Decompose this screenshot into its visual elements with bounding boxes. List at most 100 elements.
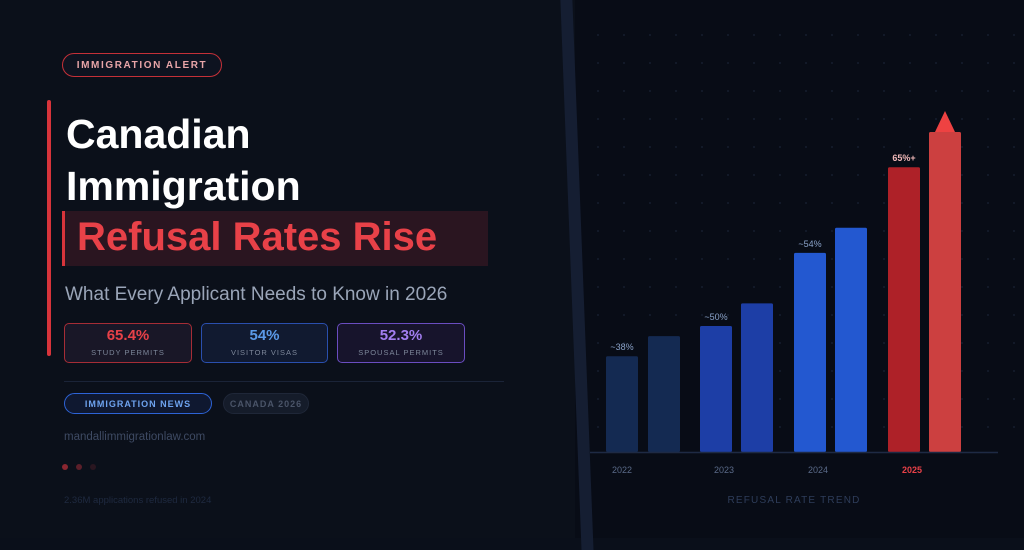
headline-highlight-text: Refusal Rates Rise: [77, 215, 438, 259]
grid-dot: [961, 202, 963, 204]
grid-dot: [597, 174, 599, 176]
grid-dot: [831, 342, 833, 344]
grid-dot: [623, 314, 625, 316]
grid-dot: [701, 62, 703, 64]
grid-dot: [883, 314, 885, 316]
grid-dot: [831, 370, 833, 372]
grid-dot: [675, 90, 677, 92]
grid-dot: [727, 62, 729, 64]
grid-dot: [1013, 90, 1015, 92]
value-label: 65%+: [892, 153, 915, 163]
grid-dot: [1013, 146, 1015, 148]
grid-dot: [597, 342, 599, 344]
grid-dot: [649, 258, 651, 260]
grid-dot: [701, 118, 703, 120]
grid-dot: [857, 90, 859, 92]
grid-dot: [779, 146, 781, 148]
grid-dot: [623, 34, 625, 36]
grid-dot: [883, 370, 885, 372]
grid-dot: [597, 370, 599, 372]
grid-dot: [597, 398, 599, 400]
category-label: 2024: [808, 465, 828, 475]
grid-dot: [727, 146, 729, 148]
chart-bar: [648, 336, 680, 452]
grid-dot: [597, 314, 599, 316]
grid-dot: [675, 62, 677, 64]
grid-dot: [701, 202, 703, 204]
grid-dot: [909, 90, 911, 92]
pager-dot-2: [76, 464, 82, 470]
grid-dot: [779, 286, 781, 288]
grid-dot: [909, 146, 911, 148]
grid-dot: [987, 90, 989, 92]
grid-dot: [649, 286, 651, 288]
grid-dot: [987, 426, 989, 428]
grid-dot: [883, 146, 885, 148]
grid-dot: [675, 258, 677, 260]
grid-dot: [597, 426, 599, 428]
grid-dot: [623, 146, 625, 148]
grid-dot: [623, 62, 625, 64]
category-label: 2022: [612, 465, 632, 475]
footnote-text: 2.36M applications refused in 2024: [64, 495, 212, 506]
grid-dot: [753, 174, 755, 176]
grid-dot: [961, 62, 963, 64]
refusal-rate-chart: ~38% ~50% ~54% 65%+ 2022 2023 2024 2025 REFUSAL …: [590, 34, 1015, 506]
grid-dot: [727, 90, 729, 92]
stat-value: 54%: [249, 327, 280, 344]
grid-dot: [779, 230, 781, 232]
grid-dot: [831, 174, 833, 176]
grid-dot: [831, 230, 833, 232]
grid-dot: [883, 90, 885, 92]
category-label: 2023: [714, 465, 734, 475]
grid-dot: [753, 34, 755, 36]
grid-dot: [831, 146, 833, 148]
title-line-2: Immigration: [66, 163, 301, 209]
grid-dot: [753, 258, 755, 260]
canada-2026-tag[interactable]: CANADA 2026: [223, 393, 309, 414]
grid-dot: [597, 118, 599, 120]
grid-dot: [623, 258, 625, 260]
chart-bar: [700, 326, 732, 452]
grid-dot: [857, 62, 859, 64]
grid-dot: [779, 90, 781, 92]
grid-dot: [597, 90, 599, 92]
section-divider: [64, 381, 504, 382]
grid-dot: [753, 286, 755, 288]
grid-dot: [753, 146, 755, 148]
grid-dot: [623, 286, 625, 288]
grid-dot: [805, 174, 807, 176]
grid-dot: [727, 258, 729, 260]
website-link[interactable]: mandallimmigrationlaw.com: [64, 431, 206, 443]
grid-dot: [753, 62, 755, 64]
grid-dot: [675, 286, 677, 288]
chart-bar: [606, 356, 638, 452]
grid-dot: [623, 230, 625, 232]
left-panel: [0, 0, 575, 538]
chart-x-label: REFUSAL RATE TREND: [727, 495, 860, 506]
grid-dot: [883, 426, 885, 428]
grid-dot: [649, 174, 651, 176]
grid-dot: [701, 90, 703, 92]
grid-dot: [987, 202, 989, 204]
grid-dot: [935, 118, 937, 120]
grid-dot: [805, 34, 807, 36]
grid-dot: [675, 202, 677, 204]
grid-dot: [961, 174, 963, 176]
grid-dot: [727, 230, 729, 232]
chart-bar: [835, 227, 867, 452]
grid-dot: [987, 370, 989, 372]
grid-dot: [623, 342, 625, 344]
chart-bar: [794, 252, 826, 452]
grid-dot: [701, 146, 703, 148]
grid-dot: [909, 118, 911, 120]
grid-dot: [987, 146, 989, 148]
stat-label: SPOUSAL PERMITS: [358, 348, 444, 357]
grid-dot: [883, 118, 885, 120]
grid-dot: [857, 202, 859, 204]
grid-dot: [597, 258, 599, 260]
grid-dot: [727, 202, 729, 204]
grid-dot: [987, 398, 989, 400]
grid-dot: [727, 286, 729, 288]
immigration-news-tag[interactable]: IMMIGRATION NEWS: [64, 393, 212, 414]
